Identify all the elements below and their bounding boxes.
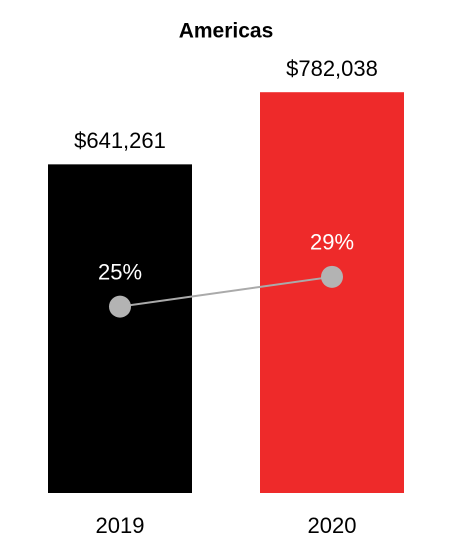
line-value-label: 25%: [98, 259, 142, 284]
line-value-label: 29%: [310, 230, 354, 255]
bar-value-label: $782,038: [286, 56, 378, 81]
line-marker: [321, 265, 343, 288]
bar-value-label: $641,261: [74, 128, 166, 153]
bar: [260, 92, 404, 493]
chart-title: Americas: [179, 20, 274, 43]
bar: [48, 164, 192, 493]
x-tick-label: 2020: [308, 513, 357, 538]
x-tick-label: 2019: [96, 513, 145, 538]
line: [119, 275, 333, 308]
line-marker: [109, 295, 131, 318]
